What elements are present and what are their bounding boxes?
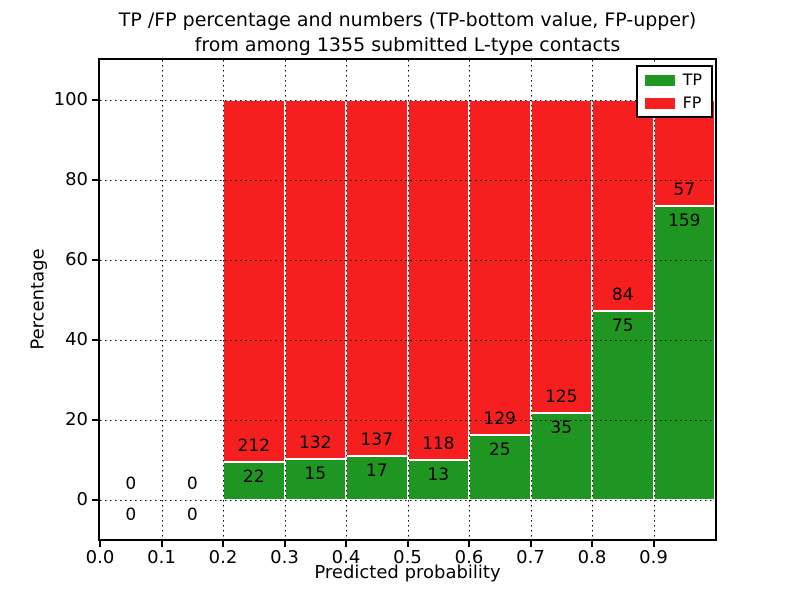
- tp-bar-segment: [223, 462, 285, 500]
- y-tick-label: 20: [65, 409, 88, 430]
- plot-area: TP FP 0 0 0 0 212 22 132 15 137 17 118 13 129 25 125 35 8…: [98, 58, 717, 541]
- gridline-vertical: [346, 60, 347, 539]
- gridline-vertical: [469, 60, 470, 539]
- fp-bar-segment: [407, 100, 469, 461]
- tp-bar-segment: [530, 412, 592, 500]
- legend-item: FP: [644, 93, 702, 112]
- gridline-horizontal: [100, 420, 715, 421]
- tp-color-swatch: [644, 74, 675, 86]
- chart-title-line2: from among 1355 submitted L-type contact…: [194, 34, 621, 56]
- fp-bar-segment: [530, 100, 592, 413]
- x-tick-mark: [468, 541, 470, 547]
- y-tick-mark: [92, 179, 98, 181]
- fp-count-label: 129: [483, 409, 516, 430]
- fp-count-label: 137: [360, 429, 393, 450]
- tp-count-label: 13: [427, 465, 450, 486]
- x-tick-label: 0.6: [454, 547, 484, 568]
- legend-item-label: TP: [682, 70, 702, 89]
- tp-count-label: 0: [125, 505, 137, 525]
- x-tick-mark: [283, 541, 286, 547]
- x-tick-label: 0.0: [85, 547, 115, 568]
- y-tick-mark: [92, 99, 98, 101]
- tp-count-label: 75: [611, 316, 634, 337]
- y-tick-mark: [92, 339, 98, 341]
- tp-bar-segment: [284, 459, 346, 500]
- fp-count-label: 0: [125, 474, 137, 494]
- x-tick-label: 0.1: [147, 547, 176, 568]
- fp-count-label: 125: [545, 386, 578, 407]
- fp-count-label: 132: [299, 433, 332, 454]
- fp-count-label: 57: [673, 179, 696, 200]
- x-tick-mark: [529, 541, 532, 547]
- x-tick-label: 0.7: [516, 547, 545, 568]
- y-tick-label: 60: [65, 249, 88, 270]
- tp-count-label: 17: [365, 460, 388, 481]
- fp-count-label: 0: [186, 474, 198, 494]
- fp-bar-segment: [592, 100, 654, 312]
- legend-item-label: FP: [682, 93, 702, 112]
- gridline-vertical: [531, 60, 532, 539]
- x-tick-label: 0.9: [639, 547, 668, 568]
- gridline-horizontal: [100, 180, 715, 181]
- fp-bar-segment: [284, 100, 346, 460]
- gridline-vertical: [285, 60, 286, 539]
- legend-item: TP: [644, 70, 702, 89]
- y-tick-mark: [92, 499, 98, 501]
- legend: TP FP: [635, 65, 713, 118]
- x-tick-mark: [652, 541, 655, 547]
- fp-count-label: 118: [422, 434, 455, 455]
- x-tick-mark: [99, 541, 101, 547]
- x-tick-label: 0.4: [331, 547, 361, 568]
- x-tick-mark: [591, 541, 593, 547]
- x-tick-mark: [160, 541, 163, 547]
- x-tick-label: 0.8: [577, 547, 607, 568]
- gridline-horizontal: [100, 340, 715, 341]
- tp-bar-segment: [346, 455, 408, 500]
- x-tick-mark: [222, 541, 224, 547]
- x-axis-label: Predicted probability: [314, 562, 501, 583]
- x-tick-mark: [345, 541, 347, 547]
- y-tick-label: 100: [53, 89, 88, 110]
- fp-bar-segment: [346, 100, 408, 456]
- tp-count-label: 22: [242, 467, 265, 488]
- gridline-vertical: [592, 60, 593, 539]
- fp-bar-segment: [469, 100, 531, 436]
- y-tick-mark: [92, 419, 98, 421]
- tp-count-label: 25: [488, 440, 511, 461]
- gridline-vertical: [654, 60, 655, 539]
- gridline-horizontal: [100, 500, 715, 501]
- fp-count-label: 212: [237, 436, 270, 457]
- x-tick-label: 0.5: [393, 547, 422, 568]
- chart-title-line1: TP /FP percentage and numbers (TP-bottom…: [118, 9, 697, 31]
- tp-bar-segment: [407, 460, 469, 500]
- fp-count-label: 84: [611, 285, 634, 306]
- gridline-vertical: [162, 60, 163, 539]
- tp-count-label: 35: [550, 417, 573, 438]
- y-tick-label: 80: [65, 169, 88, 190]
- tp-bar-segment: [653, 205, 715, 500]
- chart-title: TP /FP percentage and numbers (TP-bottom…: [100, 8, 715, 58]
- x-tick-label: 0.2: [208, 547, 238, 568]
- gridline-vertical: [408, 60, 409, 539]
- tp-count-label: 15: [304, 464, 327, 485]
- y-tick-label: 0: [76, 489, 88, 510]
- fp-color-swatch: [644, 97, 675, 109]
- tp-count-label: 159: [668, 210, 701, 231]
- fp-bar-segment: [223, 100, 285, 463]
- y-tick-mark: [92, 259, 98, 261]
- x-tick-mark: [406, 541, 409, 547]
- tp-count-label: 0: [186, 505, 198, 525]
- y-tick-label: 40: [65, 329, 88, 350]
- gridline-horizontal: [100, 100, 715, 101]
- gridline-horizontal: [100, 260, 715, 261]
- gridline-vertical: [223, 60, 224, 539]
- x-tick-label: 0.3: [270, 547, 299, 568]
